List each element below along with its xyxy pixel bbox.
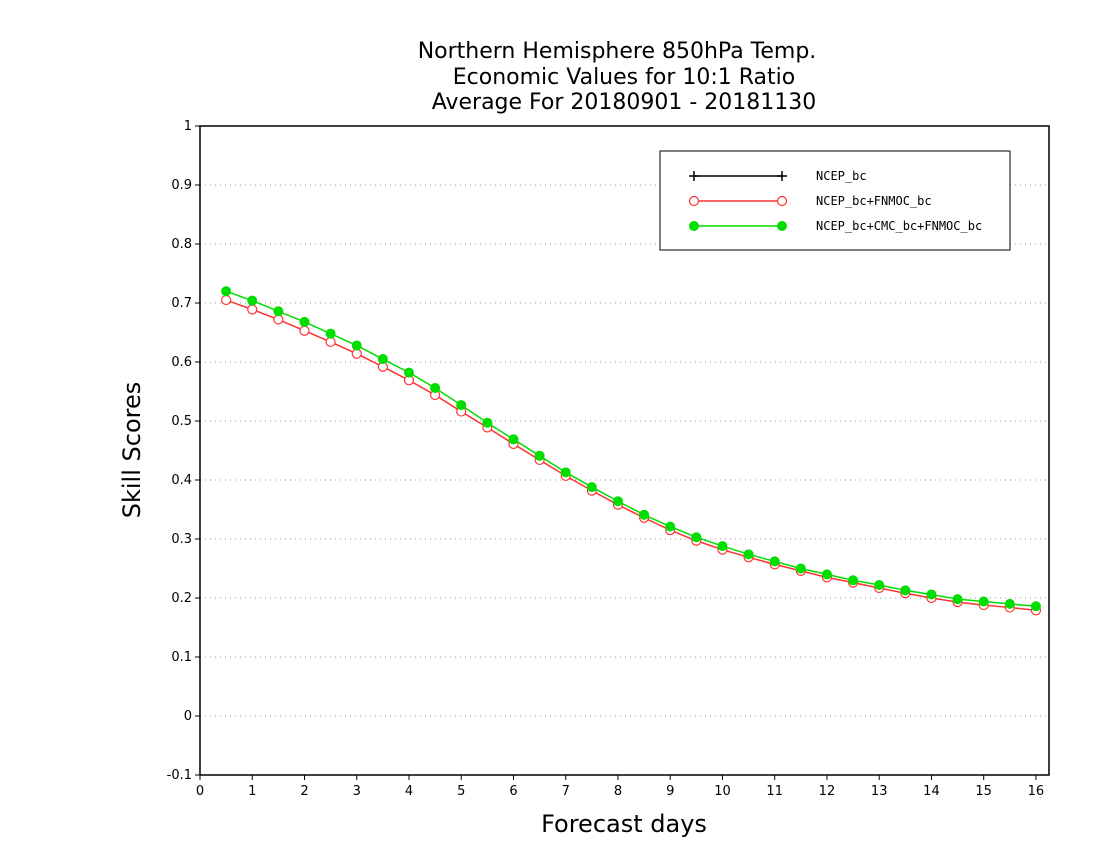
data-point (1004, 598, 1015, 609)
legend-marker (689, 171, 699, 181)
data-point (273, 306, 284, 317)
grid-lines (200, 184, 1049, 717)
y-tick-label: 0 (184, 709, 192, 724)
x-tick-label: 7 (562, 784, 570, 799)
data-point (351, 340, 362, 351)
data-point (377, 354, 388, 365)
y-tick-label: -0.1 (167, 768, 192, 783)
x-tick-label: 14 (923, 784, 940, 799)
data-point (586, 482, 597, 493)
legend-label: NCEP_bc+CMC_bc+FNMOC_bc (816, 219, 982, 233)
data-point (560, 467, 571, 478)
data-point (821, 569, 832, 580)
y-tick-label: 0.8 (171, 237, 192, 252)
y-tick-label: 0.1 (171, 650, 192, 665)
legend-marker (688, 195, 700, 207)
data-point (795, 563, 806, 574)
data-point (900, 585, 911, 596)
x-tick-label: 1 (248, 784, 256, 799)
x-axis-title: Forecast days (541, 810, 707, 838)
x-tick-label: 12 (819, 784, 836, 799)
data-point (612, 496, 623, 507)
data-point (926, 589, 937, 600)
legend: NCEP_bc NCEP_bc+FNMOC_bc NCEP_bc+CMC_bc+FN… (659, 150, 1011, 251)
data-point (874, 580, 885, 591)
legend-marker (776, 195, 788, 207)
x-tick-label: 4 (405, 784, 413, 799)
plot-frame (199, 125, 1050, 776)
x-tick-label: 2 (300, 784, 308, 799)
data-point (221, 294, 232, 306)
y-tick-label: 0.4 (171, 473, 192, 488)
x-tick-label: 16 (1028, 784, 1045, 799)
series-layer (221, 286, 1042, 616)
data-point (508, 434, 519, 445)
data-point (639, 509, 650, 520)
data-point (952, 594, 963, 605)
data-point (351, 348, 362, 359)
title-line-1: Northern Hemisphere 850hPa Temp. (418, 39, 817, 64)
x-tick-label: 10 (714, 784, 731, 799)
data-point (848, 575, 859, 586)
title-line-2: Economic Values for 10:1 Ratio (453, 65, 795, 90)
legend-entry: NCEP_bc (689, 169, 867, 183)
data-point (247, 304, 258, 315)
series-line (225, 299, 1037, 612)
data-point (325, 328, 336, 339)
data-point (482, 417, 493, 428)
tick-labels: -0.100.10.20.30.40.50.60.70.80.910 1 2 3 4 5 6… (167, 119, 1045, 799)
x-tick-label: 13 (871, 784, 888, 799)
y-tick-label: 0.5 (171, 414, 192, 429)
series-ncep-bc-fnmoc-bc (221, 294, 1042, 616)
legend-marker (777, 171, 787, 181)
axes (195, 125, 1050, 780)
series-line (225, 290, 1037, 608)
x-tick-label: 0 (196, 784, 204, 799)
y-tick-label: 0.3 (171, 532, 192, 547)
x-tick-label: 6 (509, 784, 517, 799)
data-point (430, 382, 441, 393)
data-point (403, 367, 414, 378)
title-line-3: Average For 20180901 - 20181130 (432, 90, 817, 115)
y-tick-label: 1 (184, 119, 192, 134)
data-point (221, 286, 232, 297)
y-tick-label: 0.6 (171, 355, 192, 370)
data-point (665, 521, 676, 532)
x-tick-label: 11 (766, 784, 783, 799)
series-ncep-bc-cmc-bc-fnmoc-bc (221, 286, 1041, 612)
data-point (299, 316, 310, 327)
x-tick-label: 15 (975, 784, 992, 799)
data-point (247, 295, 258, 306)
data-point (1030, 601, 1041, 612)
legend-marker (777, 221, 787, 231)
data-point (717, 541, 728, 552)
y-tick-label: 0.7 (171, 296, 192, 311)
legend-entry: NCEP_bc+CMC_bc+FNMOC_bc (689, 219, 982, 233)
legend-entry: NCEP_bc+FNMOC_bc (688, 194, 932, 208)
data-point (743, 549, 754, 560)
data-point (769, 556, 780, 567)
data-point (691, 532, 702, 543)
data-point (299, 325, 310, 336)
x-tick-label: 9 (666, 784, 674, 799)
data-point (273, 314, 284, 325)
y-tick-label: 0.9 (171, 178, 192, 193)
data-point (325, 336, 336, 348)
legend-label: NCEP_bc+FNMOC_bc (816, 194, 932, 208)
x-tick-label: 3 (353, 784, 361, 799)
data-point (456, 400, 467, 411)
legend-label: NCEP_bc (816, 169, 867, 183)
data-point (534, 450, 545, 461)
y-axis-title: Skill Scores (118, 382, 146, 519)
y-tick-label: 0.2 (171, 591, 192, 606)
chart-title: Northern Hemisphere 850hPa Temp. Economi… (418, 39, 817, 115)
x-tick-label: 8 (614, 784, 622, 799)
x-tick-label: 5 (457, 784, 465, 799)
data-point (978, 596, 989, 607)
legend-marker (689, 221, 699, 231)
